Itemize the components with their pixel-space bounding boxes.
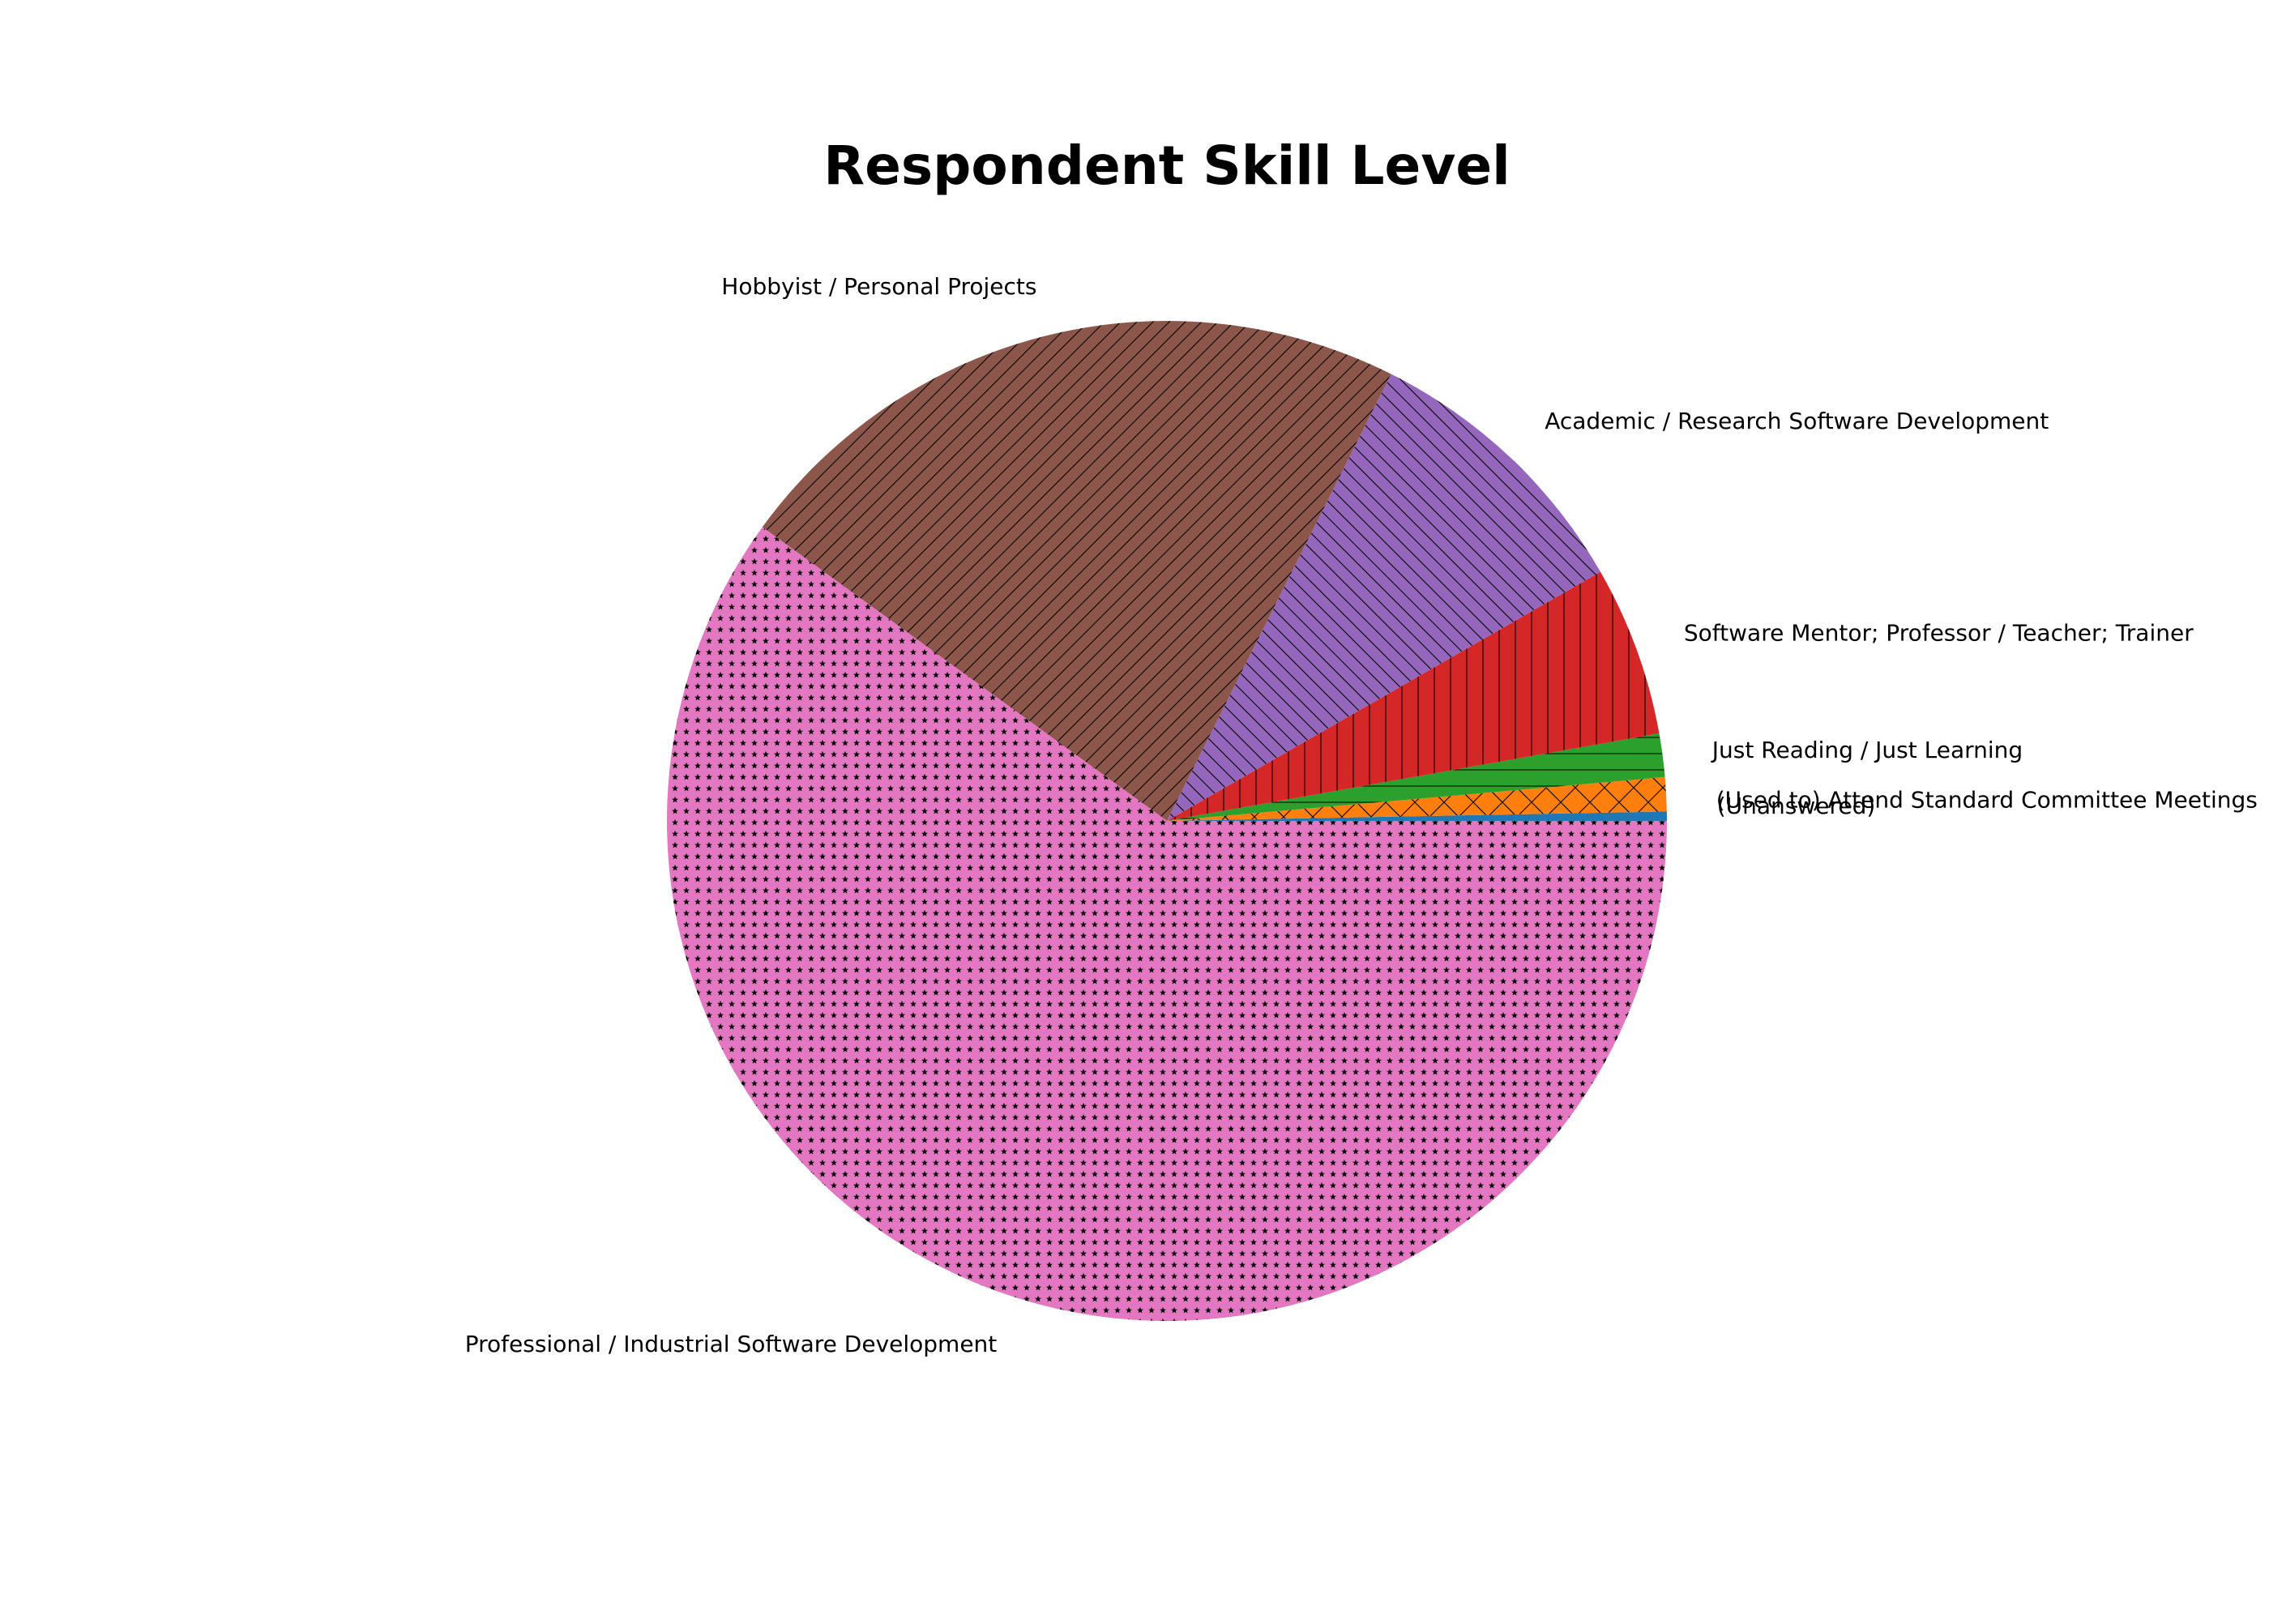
slice-label-4: Software Mentor; Professor / Teacher; Tr… <box>1684 620 2194 647</box>
slice-label-2: (Used to) Attend Standard Committee Meet… <box>1716 786 2258 813</box>
pie-slice-1 <box>1167 811 1667 821</box>
pie-slice-5 <box>1167 374 1600 821</box>
pie-labels: (Unanswered)(Used to) Attend Standard Co… <box>465 273 2258 1357</box>
pie-slice-7 <box>666 527 1667 1322</box>
slice-label-1: (Unanswered) <box>1717 793 1876 819</box>
pie-slices <box>666 321 1667 1322</box>
slice-label-7: Professional / Industrial Software Devel… <box>465 1331 998 1357</box>
pie-slice-3 <box>1167 733 1665 821</box>
slice-label-5: Academic / Research Software Development <box>1545 408 2049 434</box>
chart-title: Respondent Skill Level <box>823 135 1510 197</box>
pie-slice-4 <box>1167 571 1660 821</box>
pie-slice-6 <box>762 321 1391 822</box>
slice-label-6: Hobbyist / Personal Projects <box>721 273 1036 300</box>
pie-slice-2 <box>1167 776 1667 821</box>
slice-label-3: Just Reading / Just Learning <box>1711 737 2023 763</box>
